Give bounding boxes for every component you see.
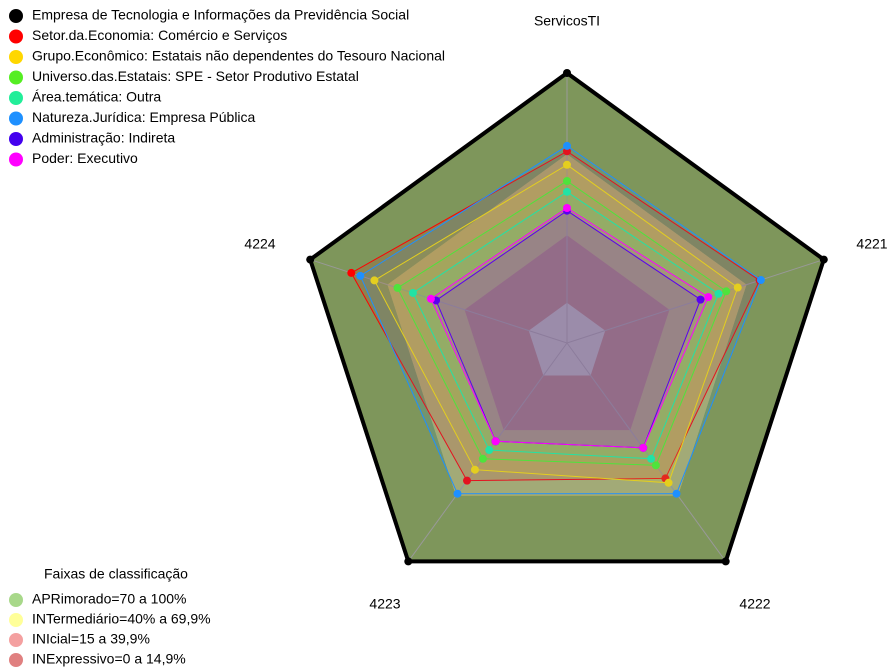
series-point	[563, 69, 571, 77]
series-point	[426, 294, 435, 303]
axis-label: 4223	[369, 596, 400, 612]
series-point	[756, 276, 765, 285]
series-point	[491, 437, 500, 446]
series-point	[647, 454, 656, 463]
legend-marker	[9, 70, 23, 85]
series-point	[453, 489, 462, 498]
series-point	[470, 465, 479, 474]
series-point	[563, 204, 571, 212]
series-area	[412, 191, 720, 460]
series-area	[430, 207, 709, 449]
bands-title: Faixas de classificação	[44, 566, 188, 582]
series-point	[563, 141, 571, 150]
band-legend-label: INIcial=15 a 39,9%	[32, 631, 150, 647]
series-point	[563, 177, 571, 185]
band-legend-label: APRimorado=70 a 100%	[32, 591, 187, 607]
series-point	[664, 478, 673, 487]
legend-marker	[9, 152, 23, 167]
series-point	[485, 446, 494, 455]
spoke	[566, 342, 727, 562]
legend-label: Poder: Executivo	[32, 150, 138, 166]
band-legend-label: INExpressivo=0 a 14,9%	[32, 651, 186, 667]
series-point	[721, 557, 730, 566]
series-area	[373, 164, 739, 484]
series-point	[639, 443, 648, 452]
band-legend-marker	[9, 653, 23, 667]
legend-label: Setor.da.Economia: Comércio e Serviços	[32, 27, 287, 43]
legend-label: Administração: Indireta	[32, 130, 175, 146]
legend-marker	[9, 132, 23, 146]
series-point	[563, 187, 571, 196]
series-point	[704, 293, 713, 302]
series-point	[672, 489, 681, 498]
series-area	[396, 180, 727, 466]
series-point	[563, 160, 571, 169]
band-legend-marker	[9, 593, 23, 607]
series-point	[696, 295, 705, 304]
band-legend-marker	[9, 613, 23, 627]
series-point	[733, 283, 742, 292]
band-legend-marker	[9, 633, 23, 647]
axis-label: 4222	[739, 596, 770, 612]
legend-marker	[9, 91, 23, 105]
legend-marker	[9, 111, 23, 126]
series-point	[478, 454, 487, 463]
axis-label: ServicosTI	[534, 13, 600, 29]
series-point	[306, 255, 315, 264]
series-point	[463, 476, 472, 485]
legend-label: Área.temática: Outra	[32, 89, 161, 105]
axis-label: 4224	[244, 236, 275, 252]
series-area	[350, 150, 761, 482]
axis-label: 4221	[856, 236, 887, 252]
legend-label: Empresa de Tecnologia e Informações da P…	[32, 7, 409, 23]
series-point	[408, 288, 417, 297]
legend-marker	[9, 50, 23, 64]
series-point	[819, 255, 828, 264]
series-point	[714, 289, 723, 298]
legend-marker	[9, 29, 23, 44]
legend-label: Grupo.Econômico: Estatais não dependente…	[32, 48, 445, 64]
spoke	[566, 259, 824, 344]
series-point	[393, 283, 402, 292]
series-point	[370, 276, 379, 285]
legend-label: Universo.das.Estatais: SPE - Setor Produ…	[32, 68, 359, 84]
series-point	[347, 268, 356, 277]
series-point	[722, 287, 731, 296]
band-legend-label: INTermediário=40% a 69,9%	[32, 611, 211, 627]
series-point	[404, 557, 413, 566]
series-point	[356, 271, 365, 280]
series-area	[307, 70, 827, 564]
series-point	[651, 461, 660, 470]
legend-marker	[9, 9, 23, 23]
legend-label: Natureza.Jurídica: Empresa Pública	[32, 109, 256, 125]
